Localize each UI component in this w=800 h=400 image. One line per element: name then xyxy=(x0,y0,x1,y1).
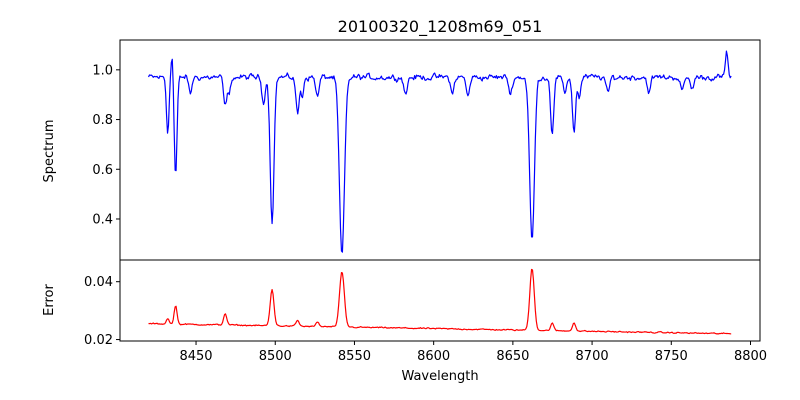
x-tick-label: 8650 xyxy=(496,349,529,364)
x-tick-label: 8600 xyxy=(417,349,450,364)
x-tick-label: 8800 xyxy=(734,349,767,364)
x-tick-label: 8450 xyxy=(179,349,212,364)
spectrum-y-tick-label: 1.0 xyxy=(92,63,113,78)
spectrum-panel: 0.4 0.6 0.8 1.0 Spectrum xyxy=(42,39,761,261)
x-tick-label: 8500 xyxy=(259,349,292,364)
error-axis-ticks: 0.02 0.04 8450 8500 8550 8600 8650 8700 8750 8800 xyxy=(84,275,767,364)
spectrum-y-axis-label: Spectrum xyxy=(42,120,57,183)
chart-title: 20100320_1208m69_051 xyxy=(338,17,543,37)
error-y-axis-label: Error xyxy=(42,284,57,316)
x-tick-label: 8550 xyxy=(338,349,371,364)
spectrum-series-line xyxy=(147,50,732,253)
spectrum-y-tick-label: 0.6 xyxy=(92,163,113,178)
spectrum-axes-frame xyxy=(119,39,761,261)
x-tick-label: 8700 xyxy=(576,349,609,364)
error-axes-frame xyxy=(119,259,761,342)
spectrum-y-tick-label: 0.8 xyxy=(92,113,113,128)
error-y-tick-label: 0.02 xyxy=(84,333,113,348)
error-series-line xyxy=(148,268,732,335)
error-panel: 0.02 0.04 8450 8500 8550 8600 8650 8700 8750 8800… xyxy=(42,259,767,384)
x-axis-label: Wavelength xyxy=(401,369,478,384)
spectrum-y-tick-label: 0.4 xyxy=(92,212,113,227)
x-tick-label: 8750 xyxy=(655,349,688,364)
spectrum-y-ticks: 0.4 0.6 0.8 1.0 xyxy=(92,63,120,227)
error-y-tick-label: 0.04 xyxy=(84,275,113,290)
